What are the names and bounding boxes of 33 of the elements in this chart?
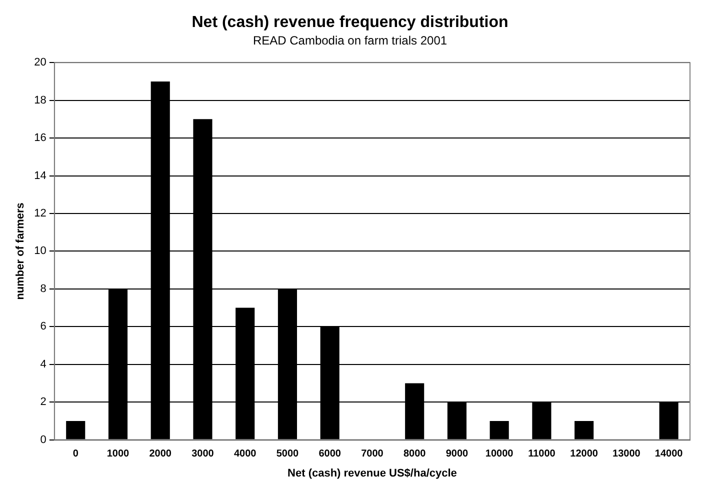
x-tick-label: 2000 bbox=[149, 448, 172, 460]
x-tick-label: 14000 bbox=[654, 448, 684, 460]
x-tick-label: 9000 bbox=[446, 448, 469, 460]
chart-subtitle: READ Cambodia on farm trials 2001 bbox=[252, 34, 448, 48]
x-tick-label: 11000 bbox=[528, 448, 556, 460]
y-tick-label: 6 bbox=[40, 320, 46, 333]
x-axis-title: Net (cash) revenue US$/ha/cycle bbox=[288, 467, 457, 480]
x-tick-label: 5000 bbox=[276, 448, 300, 460]
x-tick-label: 7000 bbox=[361, 448, 384, 460]
x-tick-label: 3000 bbox=[192, 448, 214, 460]
y-axis-title: number of farmers bbox=[14, 202, 27, 300]
chart-title: Net (cash) revenue frequency distribution bbox=[192, 14, 508, 32]
x-tick-label: 13000 bbox=[612, 448, 641, 460]
y-tick-label: 14 bbox=[34, 170, 46, 182]
x-tick-label: 0 bbox=[72, 448, 79, 460]
x-tick-label: 1000 bbox=[106, 448, 130, 460]
y-tick-label: 12 bbox=[34, 208, 46, 220]
y-tick-label: 20 bbox=[34, 56, 46, 69]
y-tick-label: 2 bbox=[40, 396, 46, 408]
x-tick-label: 6000 bbox=[318, 448, 342, 460]
y-tick-label: 18 bbox=[34, 94, 46, 106]
y-tick-label: 4 bbox=[40, 358, 46, 370]
x-tick-label: 10000 bbox=[485, 448, 514, 460]
y-tick-label: 8 bbox=[40, 282, 46, 295]
x-tick-label: 4000 bbox=[234, 448, 257, 460]
bar bbox=[574, 420, 594, 440]
y-tick-label: 0 bbox=[40, 434, 46, 446]
x-tick-label: 8000 bbox=[403, 448, 426, 460]
bar bbox=[66, 420, 86, 440]
y-tick-label: 16 bbox=[34, 132, 46, 144]
bar bbox=[490, 420, 509, 440]
y-tick-label: 10 bbox=[34, 245, 46, 258]
x-tick-label: 12000 bbox=[570, 448, 598, 460]
